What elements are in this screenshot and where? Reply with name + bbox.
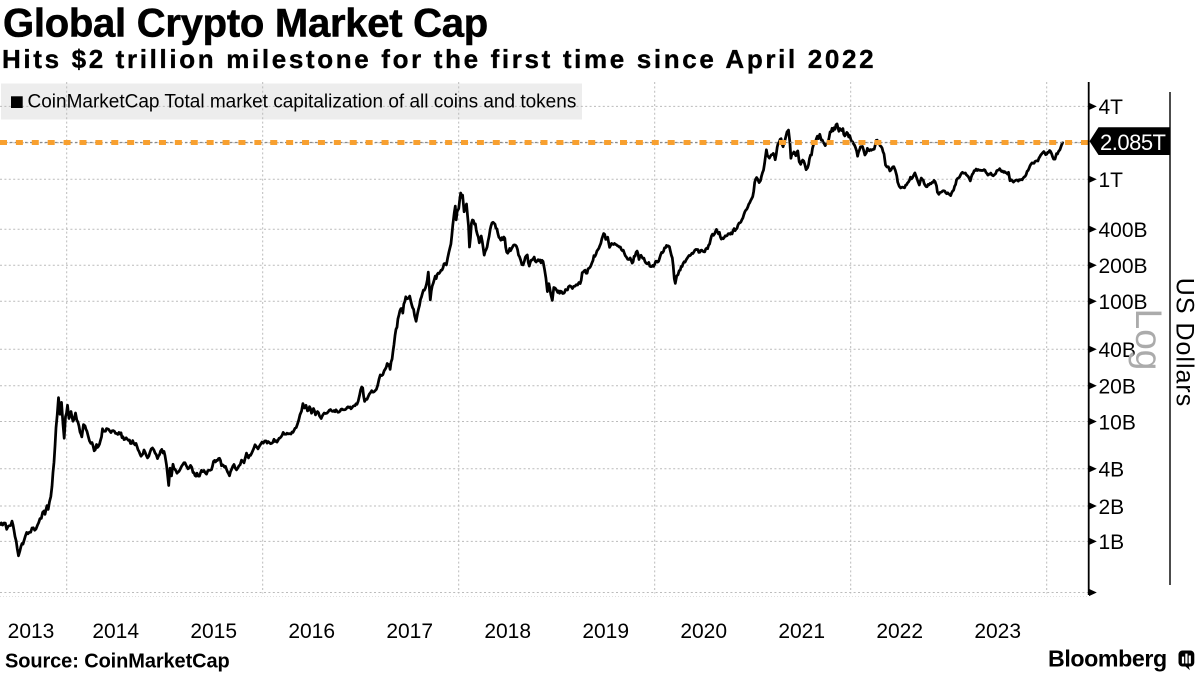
svg-text:Source: CoinMarketCap: Source: CoinMarketCap: [5, 651, 230, 673]
svg-text:10B: 10B: [1099, 411, 1136, 434]
svg-text:2B: 2B: [1099, 496, 1125, 519]
svg-text:2013: 2013: [8, 620, 55, 643]
svg-text:Global Crypto Market Cap: Global Crypto Market Cap: [3, 2, 488, 46]
svg-text:2017: 2017: [386, 620, 433, 643]
svg-text:2022: 2022: [876, 620, 923, 643]
svg-text:4B: 4B: [1099, 459, 1125, 482]
svg-text:2.085T: 2.085T: [1100, 130, 1166, 155]
svg-text:Hits $2 trillion milestone for: Hits $2 trillion milestone for the first…: [2, 44, 876, 74]
svg-text:40B: 40B: [1099, 339, 1136, 362]
svg-text:2019: 2019: [582, 620, 629, 643]
svg-text:1T: 1T: [1099, 169, 1124, 192]
svg-text:2023: 2023: [974, 620, 1021, 643]
svg-text:CoinMarketCap Total market cap: CoinMarketCap Total market capitalizatio…: [28, 92, 577, 113]
svg-text:Log: Log: [1128, 309, 1169, 371]
svg-text:2014: 2014: [92, 620, 139, 643]
svg-text:2018: 2018: [484, 620, 531, 643]
svg-text:2020: 2020: [680, 620, 727, 643]
svg-text:100B: 100B: [1099, 291, 1148, 314]
svg-text:20B: 20B: [1099, 376, 1136, 399]
svg-text:1B: 1B: [1099, 531, 1125, 554]
svg-text:2016: 2016: [288, 620, 335, 643]
svg-text:2021: 2021: [778, 620, 825, 643]
svg-text:Bloomberg: Bloomberg: [1048, 646, 1167, 672]
svg-text:2015: 2015: [190, 620, 237, 643]
svg-text:US Dollars: US Dollars: [1170, 278, 1198, 407]
svg-text:200B: 200B: [1099, 255, 1148, 278]
svg-text:400B: 400B: [1099, 219, 1148, 242]
svg-text:4T: 4T: [1099, 96, 1124, 119]
